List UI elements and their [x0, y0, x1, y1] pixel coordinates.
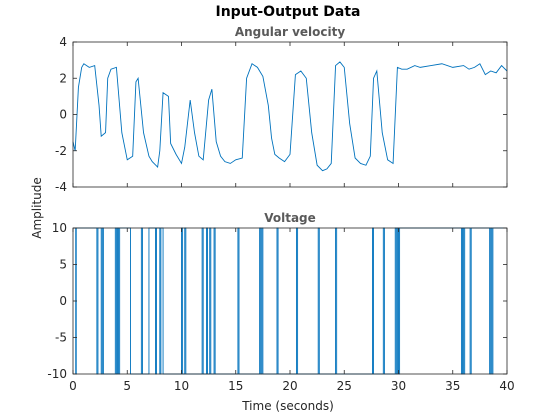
y-tick-label: -10 — [47, 367, 67, 381]
subplot-title: Angular velocity — [235, 25, 346, 39]
y-tick-label: -5 — [55, 331, 67, 345]
y-tick-label: 5 — [59, 258, 67, 272]
x-tick-label: 25 — [337, 379, 352, 393]
y-tick-label: -2 — [55, 144, 67, 158]
x-tick-label: 15 — [228, 379, 243, 393]
y-tick-label: 0 — [59, 294, 67, 308]
y-axis-label: Amplitude — [30, 177, 44, 239]
angular-velocity-axes: Angular velocity -4 -2 0 2 4 — [55, 25, 508, 194]
x-axis-label: Time (seconds) — [241, 399, 334, 413]
y-tick-label: 4 — [59, 35, 67, 49]
plot-area — [73, 228, 507, 374]
subplot-title: Voltage — [264, 211, 316, 225]
x-tick-label: 30 — [391, 379, 406, 393]
voltage-axes: Voltage 0 5 10 15 20 25 30 35 40 -10 -5 0 5 10 — [47, 211, 514, 393]
x-tick-label: 5 — [123, 379, 131, 393]
series-line — [72, 61, 508, 172]
x-tick-label: 10 — [174, 379, 189, 393]
y-tick-label: -4 — [55, 180, 67, 194]
x-tick-label: 0 — [69, 379, 77, 393]
y-tick-label: 0 — [59, 108, 67, 122]
x-tick-label: 35 — [445, 379, 460, 393]
y-tick-label: 10 — [52, 221, 67, 235]
plot-area — [73, 42, 507, 187]
figure-title: Input-Output Data — [216, 4, 361, 20]
x-tick-label: 20 — [282, 379, 297, 393]
y-tick-label: 2 — [59, 71, 67, 85]
x-tick-label: 40 — [499, 379, 514, 393]
